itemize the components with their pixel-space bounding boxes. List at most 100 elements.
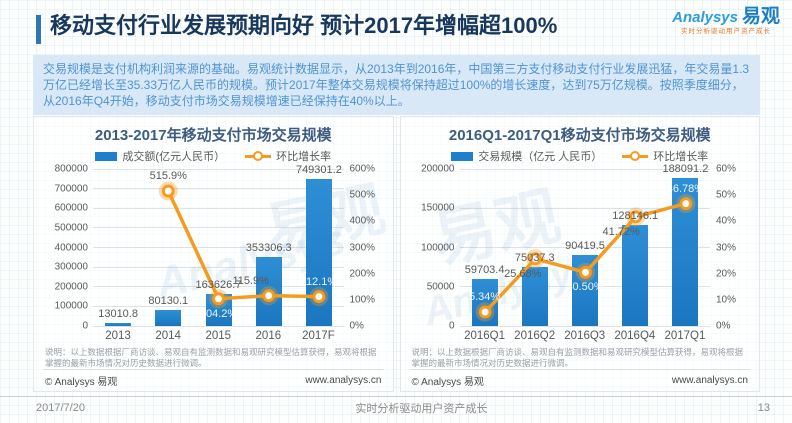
bar-swatch-icon [451,151,474,161]
bar-value-label: 163626.7 [195,278,242,291]
y2-axis-tick: 400% [349,215,376,227]
line-value-label: 5.34% [468,291,501,304]
x-axis-label: 2013 [105,330,131,342]
plot-area: 59703.4 75037.3 90419.5 128146.1 188091.2 5.3… [459,163,710,327]
y2-axis-tick: 300% [349,242,376,253]
y2-axis-tick: 100% [349,294,376,306]
legend-item-bar: 交易规模（亿元 人民币） [451,148,602,164]
page-footer: 2017/7/20 实时分析驱动用户资产成长 13 [36,400,770,416]
line-value-label: 104.2% [199,307,238,320]
y2-axis-tick: 30% [716,242,737,253]
chart-panel-quarterly: 易观 Analysys 2016Q1-2017Q1移动支付市场交易规模 交易规模… [399,116,760,392]
gridline [459,325,710,327]
chart-area: 0 100000 200000 300000 400000 500000 600000 700… [43,164,384,344]
line-value-label: 46.78% [666,182,705,195]
y-axis-tick: 400000 [54,242,88,253]
line-marker [161,184,175,198]
bar [521,267,548,326]
x-axis-label: 2015 [205,330,232,342]
line-marker [678,197,692,211]
gridline [93,168,344,170]
line-marker [578,265,592,279]
chart-legend: 成交额(亿元人民币） 环比增长率 [43,148,384,164]
gridline [93,247,344,248]
logo-brand-en: Analysys [672,9,738,26]
gridline [459,247,710,248]
legend-bar-label: 交易规模（亿元 人民币） [478,151,603,163]
x-axis-label: 2016Q3 [564,330,606,342]
y2-axis-tick: 600% [349,163,376,175]
legend-line-label: 环比增长率 [276,151,332,163]
growth-line [475,194,695,322]
copyright-text: © Analysys 易观 [45,377,118,389]
website-link[interactable]: www.analysys.cn [305,375,382,387]
x-axis-label: 2016Q2 [514,330,556,342]
line-value-label: 112.1% [300,275,338,288]
logo-brand-cn: 易观 [741,6,780,27]
line-value-label: 25.68% [504,267,542,280]
x-axis-label: 2014 [155,330,181,342]
bar [155,310,182,326]
chart-title: 2016Q1-2017Q1移动支付市场交易规模 [448,127,711,144]
chart-title: 2013-2017年移动支付市场交易规模 [94,127,332,144]
summary-text: 交易规模是支付机构利润来源的基础。易观统计数据显示，从2013年到2016年，中… [33,55,760,116]
y-axis-tick: 0 [448,320,455,332]
y-axis-tick: 200000 [54,281,88,293]
y-axis-tick: 600000 [54,202,88,214]
chart-note: 说明：以上数据根据厂商访谈、易观自有监测数据和易观研究模型估算获得，易观将根据掌… [45,347,377,369]
line-marker [312,290,326,304]
x-axis-label: 2016Q1 [464,330,506,342]
y2-axis-tick: 60% [716,163,737,175]
line-marker [478,305,492,319]
bar-value-label: 13010.8 [98,308,138,321]
logo-brand-row: Analysys 易观 [672,7,780,26]
website-link[interactable]: www.analysys.cn [671,375,748,387]
page-title: 移动支付行业发展预期向好 预计2017年增幅超100% [50,13,558,38]
chart-note: 说明：以上数据根据厂商访谈、易观自有监测数据和易观研究模型估算获得，易观将根据掌… [411,347,744,369]
x-axis-label: 2016Q4 [614,330,656,342]
y-axis-tick: 700000 [54,183,88,195]
bar-value-label: 90419.5 [565,240,605,253]
y2-axis-tick: 10% [716,294,737,306]
legend-item-line: 环比增长率 [245,148,331,164]
y2-axis-tick: 40% [716,215,737,227]
bar-value-label: 749301.2 [295,163,342,176]
line-value-label: 515.9% [149,170,187,183]
analysys-logo: Analysys 易观 实时分析驱动用户资产成长 [672,7,780,36]
chart-panel-annual: Analysys 易观 2013-2017年移动支付市场交易规模 成交额(亿元人… [33,116,394,392]
slide-header: 移动支付行业发展预期向好 预计2017年增幅超100% [36,12,640,44]
y2-axis-tick: 0% [716,320,731,332]
line-value-label: 41.72% [602,225,640,238]
y-axis-tick: 150000 [421,202,455,214]
bar [105,323,132,326]
line-marker [262,289,276,303]
logo-tagline: 实时分析驱动用户资产成长 [681,28,772,35]
footer-divider [0,396,792,397]
plot-area: 13010.8 80130.1 163626.7 353306.3 749301.2 51… [93,164,344,327]
y-axis-tick: 0 [82,320,88,332]
copyright-text: © Analysys 易观 [411,377,484,389]
footer-slogan: 实时分析驱动用户资产成长 [355,403,488,415]
gridline [459,168,710,170]
y-axis-left: 0 50000 100000 150000 200000 [410,164,460,332]
bar-value-label: 128146.1 [612,210,659,223]
gridline [93,266,344,268]
gridline [93,207,344,209]
legend-item-bar: 成交额(亿元人民币） [95,148,225,164]
chart-legend: 交易规模（亿元 人民币） 环比增长率 [410,148,751,164]
y2-axis-tick: 200% [349,268,376,280]
gridline [93,286,344,288]
gridline [459,207,710,209]
line-marker [628,210,642,224]
line-marker [528,252,542,266]
line-value-label: 115.9% [232,274,269,287]
title-accent-bar [36,15,41,44]
gridline [93,188,344,190]
y2-axis-tick: 500% [349,189,376,201]
legend-line-label: 环比增长率 [653,151,709,163]
bar-value-label: 75037.3 [514,252,555,265]
bar-value-label: 188091.2 [662,163,709,176]
y-axis-tick: 100000 [54,300,88,312]
x-axis-label: 2016 [255,330,282,342]
